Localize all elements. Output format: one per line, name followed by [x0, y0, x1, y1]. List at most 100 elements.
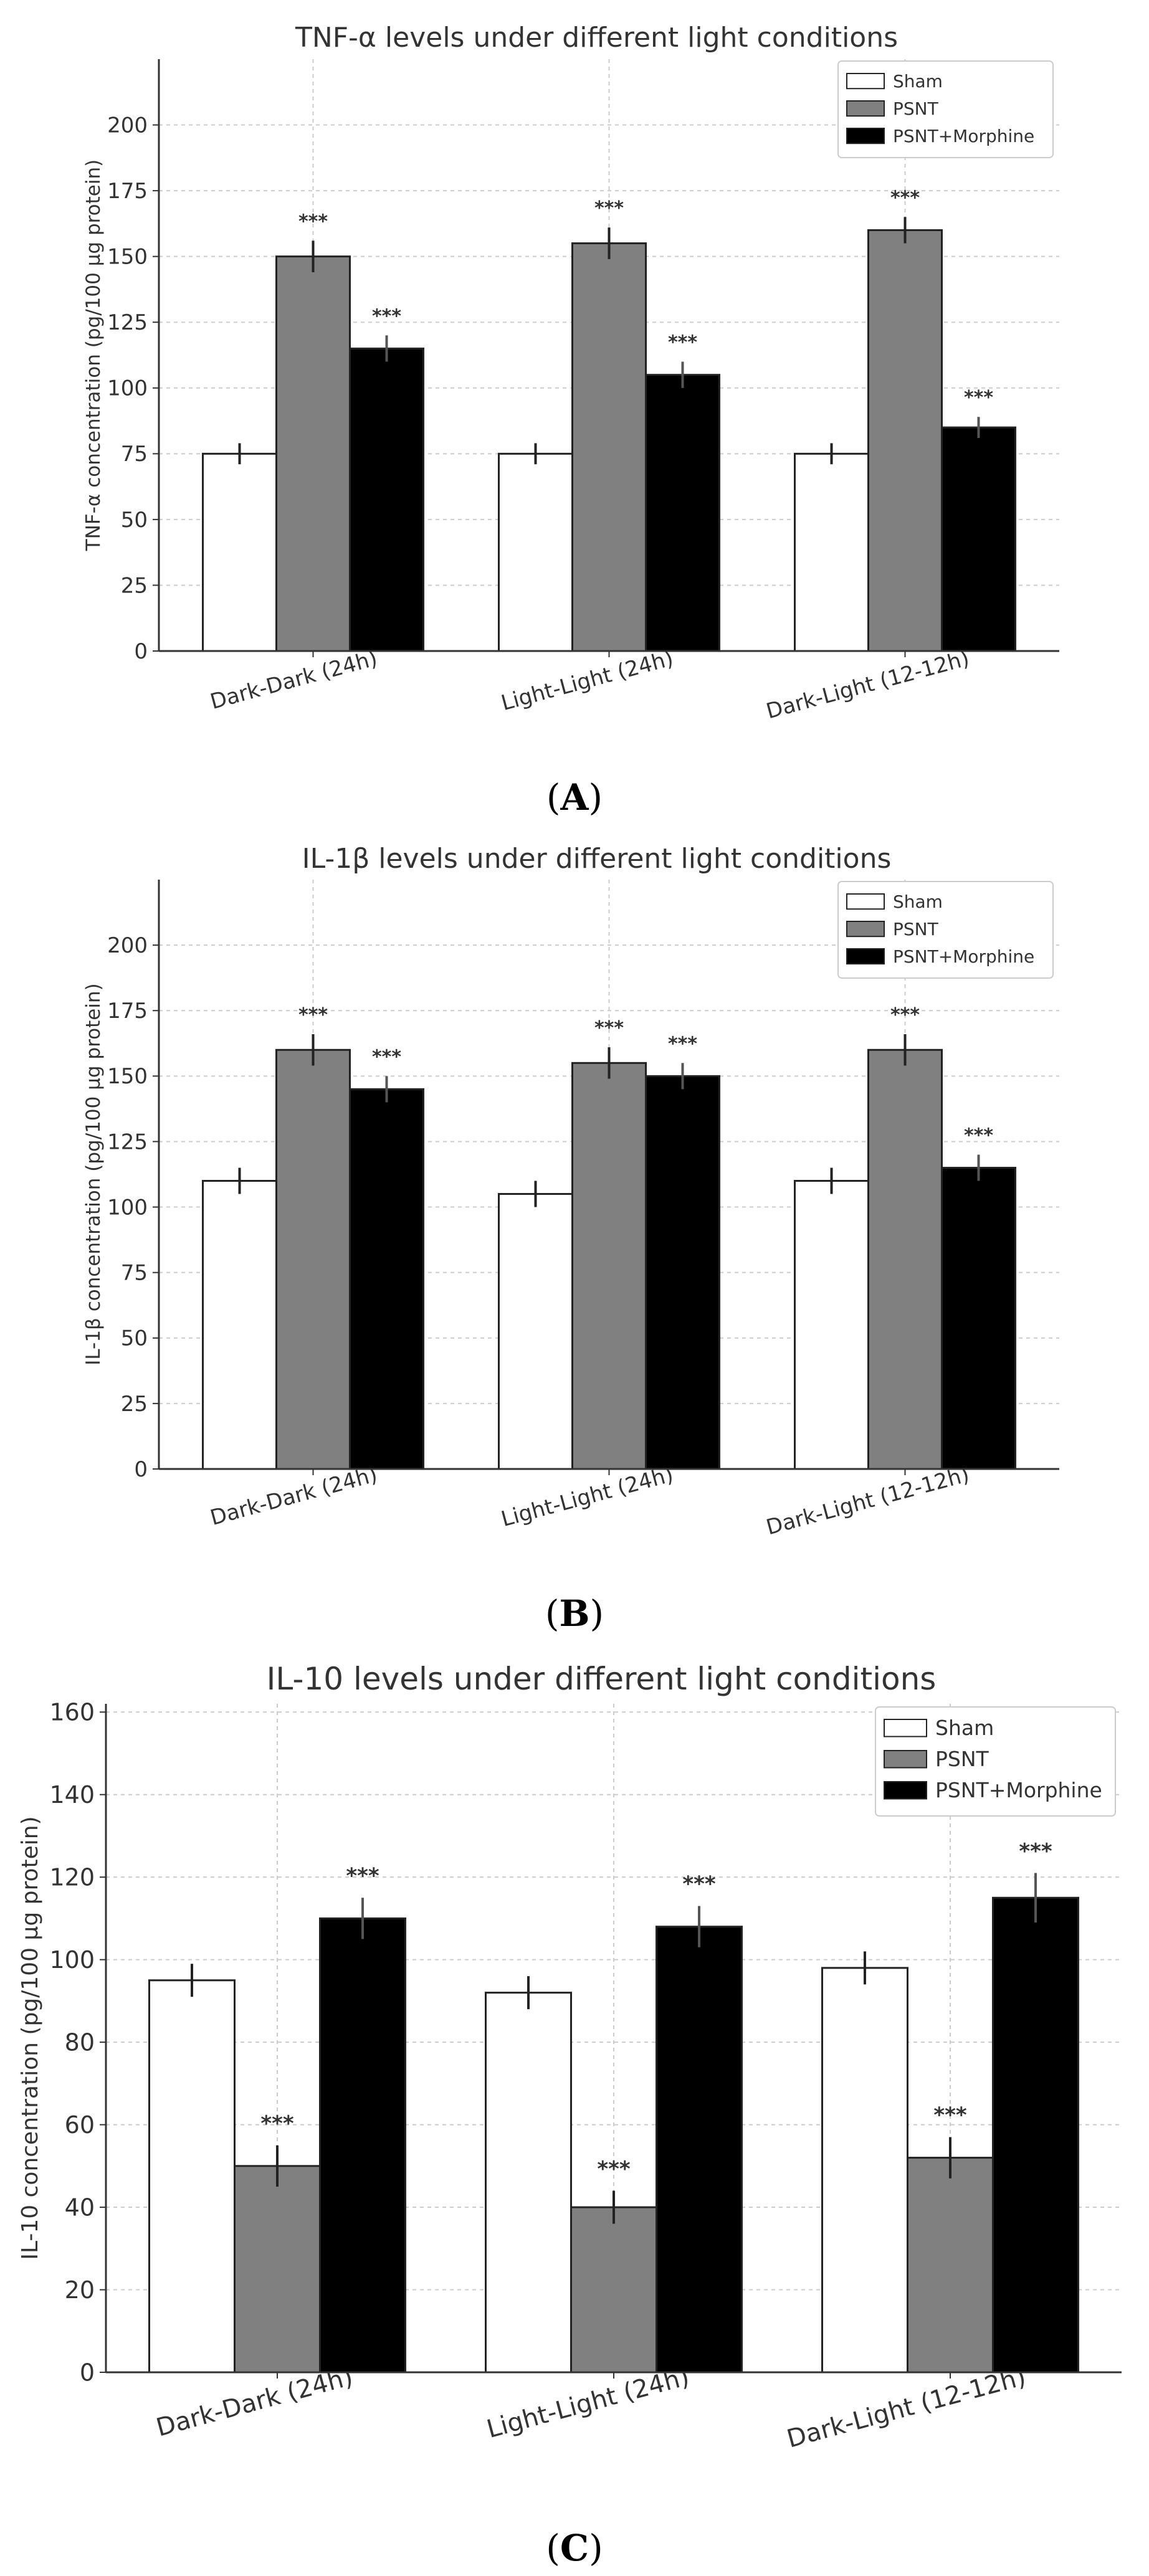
y-tick-label: 160: [49, 1699, 95, 1726]
bar: [485, 1992, 572, 2374]
legend-label: PSNT+Morphine: [935, 1778, 1102, 1802]
significance-label: ***: [964, 1124, 993, 1146]
significance-label: ***: [890, 1004, 920, 1026]
significance-label: ***: [260, 2111, 294, 2136]
significance-label: ***: [682, 1872, 716, 1897]
y-tick-label: 75: [121, 442, 148, 467]
bar: [571, 1062, 647, 1470]
bar: [941, 426, 1016, 652]
y-axis-label: TNF-α concentration (pg/100 µg protein): [82, 159, 105, 551]
x-tick-label: Light-Light (24h): [498, 1462, 676, 1532]
panel-label-paren: ): [589, 2527, 603, 2569]
x-tick-label: Dark-Dark (24h): [207, 1462, 380, 1531]
y-tick-label: 150: [107, 245, 148, 270]
legend-swatch: [846, 893, 885, 910]
y-tick-label: 100: [49, 1946, 95, 1974]
legend-label: PSNT: [893, 98, 939, 119]
y-tick-label: 125: [107, 310, 148, 335]
x-tick-label: Dark-Dark (24h): [153, 2362, 356, 2442]
panel-label-letter: B: [559, 1592, 589, 1635]
bar: [821, 1967, 908, 2374]
legend-swatch: [884, 1750, 927, 1769]
y-tick-label: 175: [107, 999, 148, 1024]
chart-title: IL-10 levels under different light condi…: [267, 1661, 937, 1697]
y-tick-label: 100: [107, 376, 148, 401]
significance-label: ***: [933, 2103, 967, 2128]
panel-label: (B): [545, 1592, 604, 1635]
bar: [275, 255, 351, 652]
y-tick-label: 120: [49, 1863, 95, 1891]
y-tick-label: 60: [65, 2111, 95, 2139]
bar: [941, 1166, 1016, 1470]
y-tick-label: 150: [107, 1064, 148, 1089]
chart-title: IL-1β levels under different light condi…: [302, 843, 892, 875]
y-tick-label: 0: [134, 1457, 148, 1482]
significance-label: ***: [668, 1033, 697, 1055]
significance-label: ***: [372, 305, 401, 327]
bar: [234, 2165, 321, 2374]
y-tick-label: 75: [121, 1261, 148, 1286]
y-tick-label: 50: [121, 1326, 148, 1351]
x-tick-label: Light-Light (24h): [484, 2362, 692, 2444]
chart-title: TNF-α levels under different light condi…: [295, 22, 898, 54]
panel-label: (A): [546, 776, 603, 819]
significance-label: ***: [964, 387, 993, 409]
panel-a-chart: 0 25 50 75 100 125 150 175 200 Dark-Dark (24h) ***…: [82, 22, 1059, 819]
bar: [202, 1180, 277, 1470]
significance-label: ***: [890, 187, 920, 209]
y-tick-label: 140: [49, 1781, 95, 1808]
y-tick-label: 0: [134, 639, 148, 664]
bar: [794, 452, 869, 652]
legend-label: Sham: [935, 1716, 994, 1740]
bar: [867, 1048, 943, 1470]
x-tick-label: Dark-Light (12-12h): [764, 1462, 972, 1540]
bar: [275, 1048, 351, 1470]
legend-label: Sham: [893, 71, 943, 92]
legend-label: PSNT+Morphine: [893, 946, 1034, 967]
legend-swatch: [846, 100, 885, 117]
bar: [319, 1917, 406, 2374]
panel-label-letter: C: [560, 2527, 589, 2569]
y-tick-label: 40: [65, 2193, 95, 2221]
significance-label: ***: [594, 197, 624, 219]
legend-swatch: [846, 128, 885, 145]
bar: [148, 1979, 236, 2374]
panel-c-chart: 0 20 40 60 80 100 120 140 160 Dark-Dark (24h) *** *…: [17, 1661, 1122, 2569]
significance-label: ***: [597, 2157, 631, 2182]
bar: [349, 1088, 424, 1470]
legend-swatch: [846, 73, 885, 90]
y-tick-label: 200: [107, 113, 148, 138]
legend-label: Sham: [893, 891, 943, 912]
y-tick-label: 175: [107, 179, 148, 204]
bar: [645, 1075, 720, 1470]
y-tick-label: 200: [107, 933, 148, 958]
bar: [498, 1193, 573, 1470]
bar: [349, 347, 424, 652]
legend-label: PSNT: [893, 919, 939, 939]
y-tick-label: 80: [65, 2028, 95, 2056]
panel-b-chart: 0 25 50 75 100 125 150 175 200 Dark-Dark (24h) ***…: [82, 843, 1059, 1635]
significance-label: ***: [298, 211, 328, 232]
y-tick-label: 100: [107, 1195, 148, 1220]
significance-label: ***: [346, 1864, 379, 1889]
x-tick-label: Dark-Light (12-12h): [784, 2362, 1029, 2454]
panel-label: (C): [546, 2527, 603, 2569]
bar: [656, 1926, 743, 2374]
y-tick-label: 125: [107, 1129, 148, 1154]
y-tick-label: 20: [65, 2276, 95, 2304]
bar: [907, 2157, 994, 2374]
panel-label-paren: (: [545, 1592, 560, 1635]
y-tick-label: 25: [121, 1392, 148, 1417]
y-axis-label: IL-1β concentration (pg/100 µg protein): [82, 983, 105, 1365]
bar: [794, 1180, 869, 1470]
significance-label: ***: [298, 1004, 328, 1026]
x-tick-label: Dark-Light (12-12h): [764, 646, 972, 724]
legend-swatch: [846, 921, 885, 938]
bar: [202, 452, 277, 652]
legend-swatch: [884, 1781, 927, 1800]
y-tick-label: 50: [121, 508, 148, 533]
legend-label: PSNT: [935, 1747, 989, 1771]
significance-label: ***: [668, 332, 697, 354]
